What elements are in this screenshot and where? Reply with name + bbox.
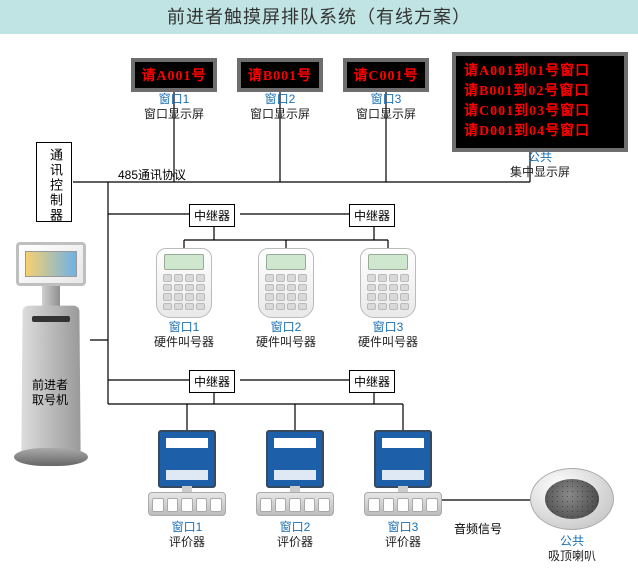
audio-label: 音频信号 [454, 520, 502, 537]
caller-3-label: 窗口3硬件叫号器 [352, 320, 424, 350]
window-display-1-label: 窗口1窗口显示屏 [131, 92, 217, 122]
main-display-label: 公共集中显示屏 [452, 150, 628, 180]
kiosk [10, 236, 92, 472]
repeater-4: 中继器 [349, 370, 395, 393]
window-display-2: 请B001号 [237, 58, 323, 92]
rater-1-label: 窗口1评价器 [148, 520, 226, 550]
caller-2 [258, 248, 314, 318]
speaker-label: 公共吸顶喇叭 [530, 534, 614, 564]
repeater-3: 中继器 [189, 370, 235, 393]
rater-2 [256, 430, 334, 516]
window-display-2-label: 窗口2窗口显示屏 [237, 92, 323, 122]
rater-1 [148, 430, 226, 516]
controller-box-label: 通讯控制器 [46, 148, 65, 223]
rater-3 [364, 430, 442, 516]
caller-2-label: 窗口2硬件叫号器 [250, 320, 322, 350]
caller-1 [156, 248, 212, 318]
window-display-3-label: 窗口3窗口显示屏 [343, 92, 429, 122]
window-display-3: 请C001号 [343, 58, 429, 92]
repeater-2: 中继器 [349, 204, 395, 227]
main-display: 请A001到01号窗口 请B001到02号窗口 请C001到03号窗口 请D00… [452, 52, 628, 152]
kiosk-label: 前进者取号机 [20, 378, 80, 408]
title-bar: 前进者触摸屏排队系统（有线方案） [0, 0, 638, 34]
rater-2-label: 窗口2评价器 [256, 520, 334, 550]
repeater-1: 中继器 [189, 204, 235, 227]
window-display-1: 请A001号 [131, 58, 217, 92]
ceiling-speaker [530, 468, 614, 530]
rater-3-label: 窗口3评价器 [364, 520, 442, 550]
caller-3 [360, 248, 416, 318]
protocol-label: 485通讯协议 [118, 166, 186, 183]
caller-1-label: 窗口1硬件叫号器 [148, 320, 220, 350]
